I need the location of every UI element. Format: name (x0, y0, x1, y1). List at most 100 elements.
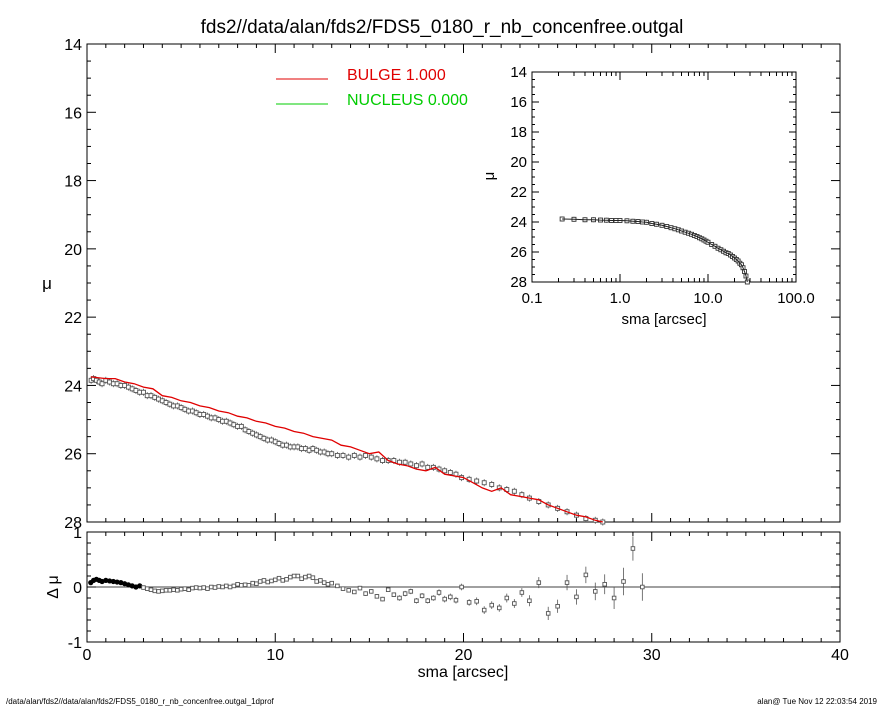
residual-point (466, 600, 472, 605)
inset-y-axis-label: μ (481, 172, 498, 181)
main-data-point (368, 454, 374, 460)
main-data-point (238, 423, 244, 429)
residual-point (242, 582, 248, 588)
main-y-tick-label: 28 (64, 515, 82, 532)
x-tick-label: 30 (643, 647, 661, 664)
main-data-point (419, 461, 425, 467)
residual-point (167, 588, 173, 593)
residual-point (227, 584, 233, 590)
residual-point (335, 583, 340, 589)
residual-point (419, 593, 425, 599)
inset-profile-line (562, 218, 748, 283)
main-y-tick-label: 18 (64, 174, 82, 191)
legend-nucleus-label: NUCLEUS 0.000 (347, 92, 468, 109)
residual-y-tick-label: -1 (68, 635, 82, 652)
inset-y-tick-label: 24 (510, 214, 527, 231)
residual-point (497, 605, 502, 611)
main-data-point (402, 459, 408, 465)
main-y-axis-label: μ (42, 274, 52, 293)
residual-point (193, 585, 199, 590)
residual-point (414, 598, 419, 604)
residual-point (186, 587, 191, 593)
x-tick-label: 10 (266, 647, 284, 664)
residual-point (369, 589, 374, 594)
residual-point (555, 604, 560, 609)
residual-point (295, 573, 301, 579)
footer-file-path: /data/alan/fds2//data/alan/fds2/FDS5_018… (6, 697, 274, 706)
inset-y-tick-label: 20 (510, 154, 527, 171)
x-axis-label: sma [arcsec] (418, 664, 509, 681)
residual-point (284, 577, 289, 582)
residual-point (431, 595, 436, 601)
residual-point (261, 578, 267, 583)
main-data-point (340, 452, 346, 458)
residual-point (329, 580, 334, 586)
residual-point (602, 582, 607, 587)
main-data-point (351, 452, 357, 458)
residual-point (220, 584, 225, 590)
residual-point (137, 583, 143, 589)
residual-point (574, 594, 579, 600)
residual-point (257, 579, 263, 584)
residual-point (250, 580, 255, 586)
main-y-tick-label: 26 (64, 447, 82, 464)
residual-point (363, 591, 368, 596)
residual-point (321, 580, 327, 585)
residual-point (152, 588, 158, 594)
residual-point (402, 591, 408, 596)
inset-x-tick-label: 1.0 (610, 290, 631, 307)
residual-point (436, 590, 442, 595)
main-data-point (474, 478, 480, 484)
residual-point (325, 582, 331, 587)
residual-point (474, 599, 479, 604)
residual-point (288, 574, 293, 580)
main-data-point (489, 481, 495, 487)
residual-point (303, 574, 308, 580)
residual-point (583, 572, 589, 578)
inset-y-tick-label: 22 (510, 184, 527, 201)
residual-point (374, 594, 380, 599)
x-tick-label: 20 (455, 647, 473, 664)
residual-point (340, 586, 346, 591)
residual-point (352, 589, 357, 595)
residual-point (425, 598, 430, 604)
main-data-point (346, 454, 352, 460)
inset-x-tick-label: 0.1 (522, 290, 543, 307)
residual-point (182, 586, 188, 591)
main-data-point (141, 389, 146, 395)
inset-y-tick-label: 18 (510, 124, 527, 141)
residual-point (442, 596, 447, 602)
main-data-point (374, 456, 380, 462)
residual-point (489, 602, 494, 608)
residual-point (175, 588, 180, 593)
main-data-point (334, 452, 340, 458)
residual-point (318, 578, 323, 583)
residual-point (621, 579, 626, 584)
residual-y-axis-label: Δ μ (45, 575, 62, 598)
residual-point (280, 578, 286, 583)
residual-point (640, 584, 645, 590)
residual-point (212, 585, 218, 590)
x-tick-label: 40 (831, 647, 849, 664)
residual-point (512, 601, 517, 606)
residual-point (190, 585, 195, 591)
residual-point (385, 587, 391, 593)
residual-point (235, 582, 240, 587)
main-data-point (408, 461, 414, 467)
residual-point (246, 583, 252, 588)
main-data-point (380, 458, 386, 463)
x-tick-label: 0 (83, 647, 92, 664)
residual-point (291, 573, 297, 579)
residual-point (391, 592, 397, 597)
residual-point (299, 576, 304, 582)
residual-point (276, 575, 282, 581)
main-y-tick-label: 22 (64, 310, 82, 327)
residual-point (273, 577, 278, 583)
residual-point (224, 583, 229, 589)
residual-y-tick-label: 0 (73, 580, 82, 597)
residual-point (310, 575, 316, 580)
inset-x-tick-label: 10.0 (693, 290, 722, 307)
residual-point (593, 589, 598, 594)
residual-point (216, 584, 222, 589)
residual-point (564, 580, 570, 585)
